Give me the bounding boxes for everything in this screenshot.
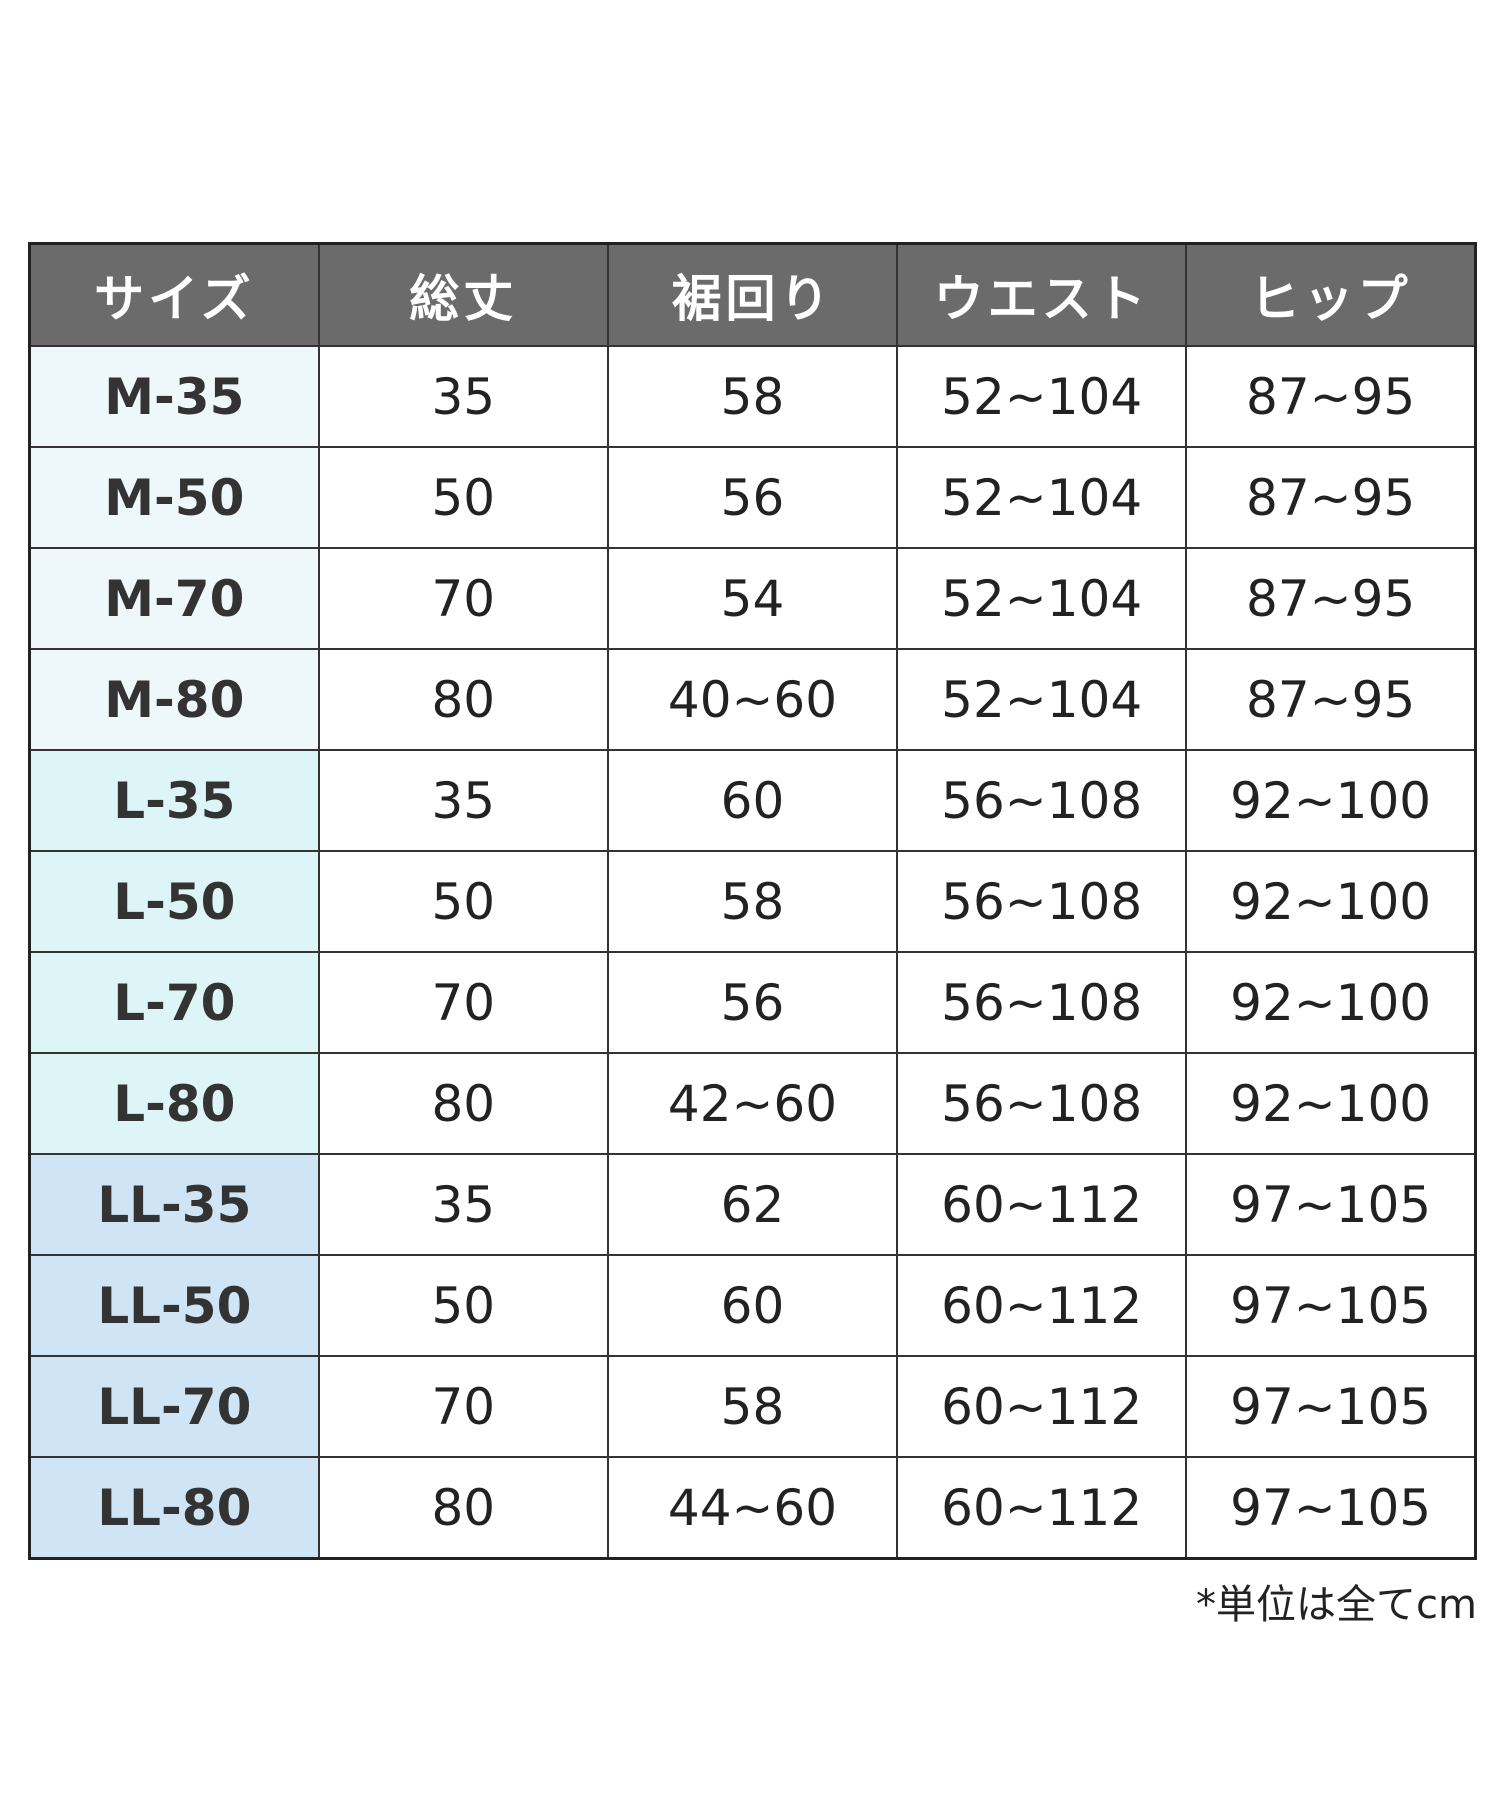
value-cell: 58 bbox=[606, 850, 899, 953]
value-cell: 80 bbox=[317, 1456, 609, 1560]
value-cell: 56 bbox=[606, 951, 899, 1054]
value-cell: 80 bbox=[317, 648, 609, 751]
table-row: L-35 35 60 56~108 92~100 bbox=[28, 749, 1477, 852]
value-cell: 50 bbox=[317, 850, 609, 953]
table-row: M-70 70 54 52~104 87~95 bbox=[28, 547, 1477, 650]
value-cell: 70 bbox=[317, 547, 609, 650]
value-cell: 35 bbox=[317, 345, 609, 448]
size-cell: L-35 bbox=[28, 749, 320, 852]
value-cell: 52~104 bbox=[896, 446, 1188, 549]
value-cell: 58 bbox=[606, 345, 899, 448]
value-cell: 56~108 bbox=[896, 850, 1188, 953]
value-cell: 62 bbox=[606, 1153, 899, 1256]
value-cell: 56~108 bbox=[896, 749, 1188, 852]
value-cell: 60~112 bbox=[896, 1355, 1188, 1458]
value-cell: 60 bbox=[606, 749, 899, 852]
value-cell: 97~105 bbox=[1185, 1456, 1477, 1560]
value-cell: 70 bbox=[317, 1355, 609, 1458]
size-cell: L-50 bbox=[28, 850, 320, 953]
value-cell: 92~100 bbox=[1185, 749, 1477, 852]
value-cell: 97~105 bbox=[1185, 1153, 1477, 1256]
header-row: サイズ 総丈 裾回り ウエスト ヒップ bbox=[28, 242, 1477, 347]
size-table-wrap: サイズ 総丈 裾回り ウエスト ヒップ M-35 35 58 52~104 87~95 M-50 5… bbox=[28, 242, 1477, 1560]
value-cell: 50 bbox=[317, 1254, 609, 1357]
size-cell: M-50 bbox=[28, 446, 320, 549]
value-cell: 35 bbox=[317, 749, 609, 852]
value-cell: 60~112 bbox=[896, 1456, 1188, 1560]
header-cell: ヒップ bbox=[1185, 242, 1477, 347]
table-body: M-35 35 58 52~104 87~95 M-50 50 56 52~104 87~95 M-… bbox=[28, 345, 1477, 1560]
size-cell: LL-35 bbox=[28, 1153, 320, 1256]
size-cell: LL-70 bbox=[28, 1355, 320, 1458]
value-cell: 52~104 bbox=[896, 648, 1188, 751]
size-cell: LL-80 bbox=[28, 1456, 320, 1560]
value-cell: 56~108 bbox=[896, 1052, 1188, 1155]
value-cell: 52~104 bbox=[896, 345, 1188, 448]
header-cell: 総丈 bbox=[317, 242, 609, 347]
value-cell: 40~60 bbox=[606, 648, 899, 751]
value-cell: 80 bbox=[317, 1052, 609, 1155]
value-cell: 87~95 bbox=[1185, 446, 1477, 549]
size-table: サイズ 総丈 裾回り ウエスト ヒップ M-35 35 58 52~104 87~95 M-50 5… bbox=[28, 242, 1477, 1560]
table-row: M-80 80 40~60 52~104 87~95 bbox=[28, 648, 1477, 751]
header-cell: 裾回り bbox=[606, 242, 899, 347]
value-cell: 92~100 bbox=[1185, 1052, 1477, 1155]
table-row: M-35 35 58 52~104 87~95 bbox=[28, 345, 1477, 448]
size-cell: M-80 bbox=[28, 648, 320, 751]
value-cell: 35 bbox=[317, 1153, 609, 1256]
value-cell: 44~60 bbox=[606, 1456, 899, 1560]
value-cell: 56 bbox=[606, 446, 899, 549]
value-cell: 58 bbox=[606, 1355, 899, 1458]
size-cell: L-70 bbox=[28, 951, 320, 1054]
value-cell: 60~112 bbox=[896, 1153, 1188, 1256]
value-cell: 54 bbox=[606, 547, 899, 650]
value-cell: 97~105 bbox=[1185, 1254, 1477, 1357]
table-row: L-80 80 42~60 56~108 92~100 bbox=[28, 1052, 1477, 1155]
size-cell: L-80 bbox=[28, 1052, 320, 1155]
table-row: LL-50 50 60 60~112 97~105 bbox=[28, 1254, 1477, 1357]
table-row: LL-35 35 62 60~112 97~105 bbox=[28, 1153, 1477, 1256]
value-cell: 60~112 bbox=[896, 1254, 1188, 1357]
table-row: LL-70 70 58 60~112 97~105 bbox=[28, 1355, 1477, 1458]
table-row: M-50 50 56 52~104 87~95 bbox=[28, 446, 1477, 549]
value-cell: 52~104 bbox=[896, 547, 1188, 650]
header-cell: サイズ bbox=[28, 242, 320, 347]
value-cell: 92~100 bbox=[1185, 951, 1477, 1054]
table-row: L-50 50 58 56~108 92~100 bbox=[28, 850, 1477, 953]
value-cell: 42~60 bbox=[606, 1052, 899, 1155]
value-cell: 92~100 bbox=[1185, 850, 1477, 953]
value-cell: 70 bbox=[317, 951, 609, 1054]
value-cell: 97~105 bbox=[1185, 1355, 1477, 1458]
footnote: *単位は全てcm bbox=[1196, 1582, 1477, 1628]
size-cell: M-35 bbox=[28, 345, 320, 448]
value-cell: 87~95 bbox=[1185, 648, 1477, 751]
size-cell: M-70 bbox=[28, 547, 320, 650]
table-row: LL-80 80 44~60 60~112 97~105 bbox=[28, 1456, 1477, 1560]
value-cell: 87~95 bbox=[1185, 547, 1477, 650]
size-cell: LL-50 bbox=[28, 1254, 320, 1357]
value-cell: 60 bbox=[606, 1254, 899, 1357]
value-cell: 56~108 bbox=[896, 951, 1188, 1054]
value-cell: 50 bbox=[317, 446, 609, 549]
value-cell: 87~95 bbox=[1185, 345, 1477, 448]
table-row: L-70 70 56 56~108 92~100 bbox=[28, 951, 1477, 1054]
header-cell: ウエスト bbox=[896, 242, 1188, 347]
